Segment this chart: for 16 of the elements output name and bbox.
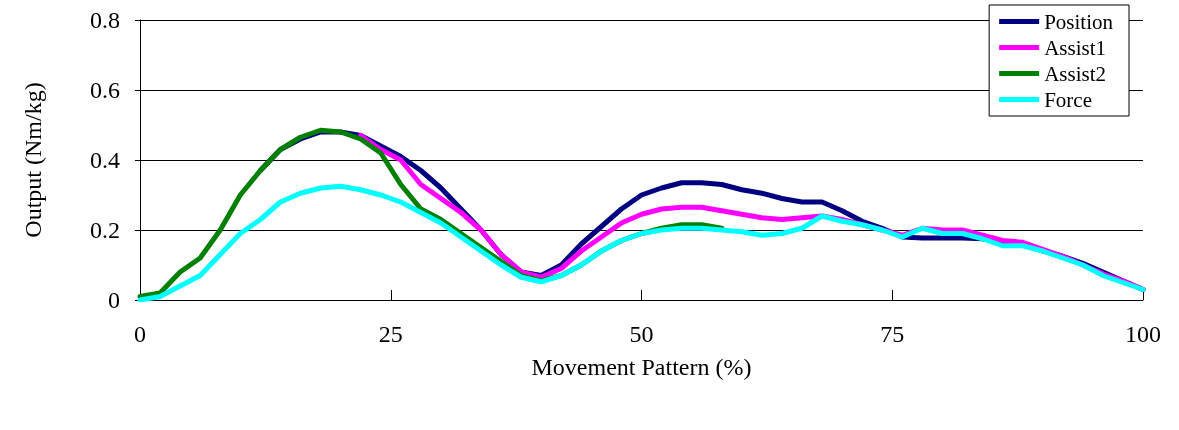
- x-tick-label: 0: [134, 321, 146, 347]
- y-tick-label: 0: [108, 287, 120, 313]
- y-tick-label: 0.8: [90, 7, 120, 33]
- y-axis-title: Output (Nm/kg): [20, 82, 46, 238]
- y-tick-label: 0.2: [90, 217, 120, 243]
- legend-label: Position: [1044, 9, 1114, 34]
- x-tick-label: 100: [1125, 321, 1161, 347]
- x-tick-label: 75: [880, 321, 905, 347]
- legend-label: Assist1: [1044, 35, 1106, 60]
- legend-label: Force: [1044, 87, 1092, 112]
- legend-label: Assist2: [1044, 61, 1106, 86]
- x-tick-label: 50: [629, 321, 654, 347]
- x-axis-title: Movement Pattern (%): [531, 354, 752, 380]
- x-tick-label: 25: [378, 321, 403, 347]
- y-tick-label: 0.6: [90, 77, 120, 103]
- y-tick-label: 0.4: [90, 147, 120, 173]
